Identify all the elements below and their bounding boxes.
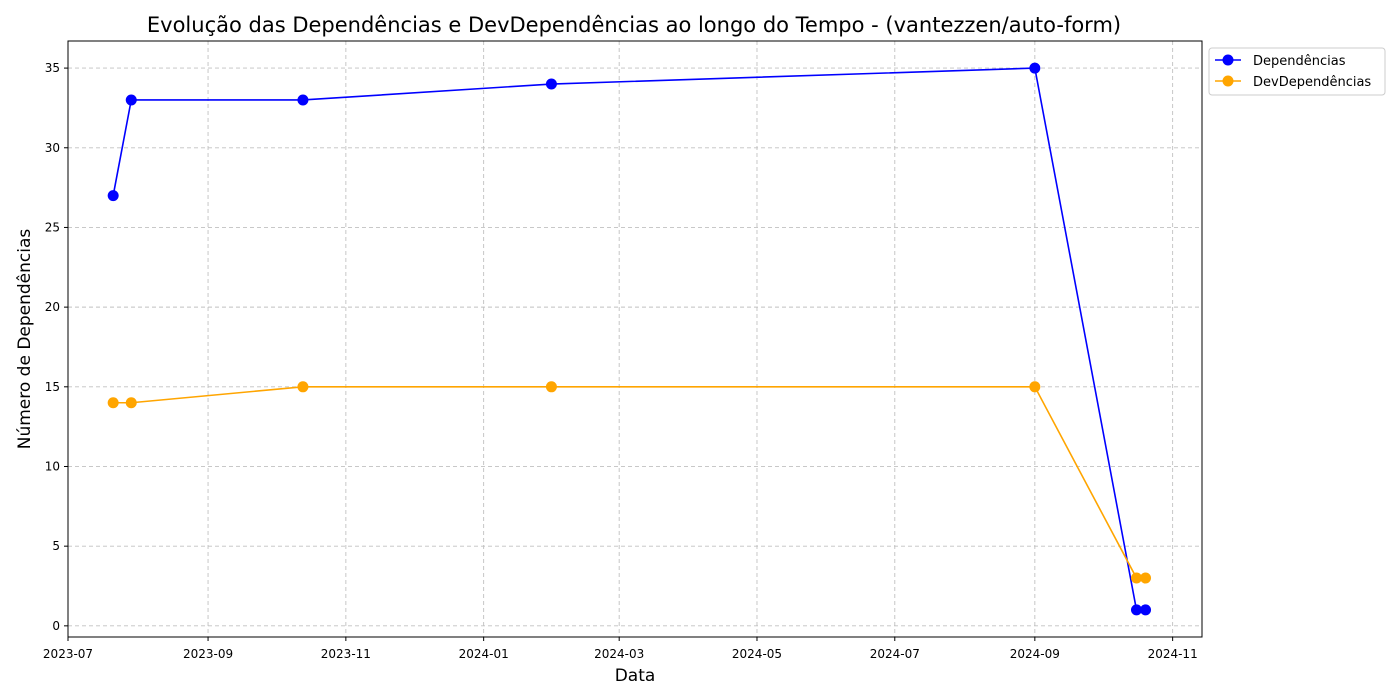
y-tick-label: 20 (45, 300, 60, 314)
y-tick-label: 0 (52, 619, 60, 633)
plot-frame (67, 40, 1203, 638)
data-point (125, 94, 137, 106)
data-point (125, 397, 137, 409)
y-axis-title: Número de Dependências (15, 229, 35, 450)
y-tick-label: 15 (45, 380, 60, 394)
y-tick-label: 5 (52, 539, 60, 553)
x-axis-ticks: 2023-07 2023-09 2023-11 2024-01 2024-03 2024-… (43, 637, 1198, 661)
x-tick-label: 2024-11 (1148, 647, 1198, 661)
y-tick-label: 30 (45, 141, 60, 155)
y-tick-label: 25 (45, 220, 60, 234)
y-tick-label: 35 (45, 61, 60, 75)
data-point (107, 190, 119, 202)
x-tick-label: 2024-09 (1010, 647, 1060, 661)
data-point (1029, 381, 1041, 393)
legend-marker (1222, 75, 1234, 87)
legend-label: DevDependências (1253, 75, 1371, 90)
series-points (107, 62, 1152, 616)
x-tick-label: 2024-03 (594, 647, 644, 661)
data-point (1130, 572, 1142, 584)
legend-box (1208, 47, 1386, 96)
data-point (1130, 604, 1142, 616)
y-tick-label: 10 (45, 459, 60, 473)
x-tick-label: 2023-11 (321, 647, 371, 661)
x-tick-label: 2024-05 (732, 647, 782, 661)
legend-label: Dependências (1253, 54, 1346, 69)
x-axis-title: Data (615, 666, 656, 686)
x-tick-label: 2023-07 (43, 647, 93, 661)
legend: Dependências DevDependências (1208, 47, 1386, 96)
data-point (1140, 572, 1152, 584)
data-point (1029, 62, 1041, 74)
data-point (107, 397, 119, 409)
data-point (1140, 604, 1152, 616)
chart-title: Evolução das Dependências e DevDependênc… (147, 13, 1121, 37)
y-axis-ticks: 0 5 10 15 20 25 30 35 (45, 61, 68, 633)
grid (67, 41, 1202, 637)
legend-marker (1222, 54, 1234, 66)
data-point (545, 78, 557, 90)
x-tick-label: 2024-07 (870, 647, 920, 661)
data-point (297, 94, 309, 106)
data-point (297, 381, 309, 393)
data-point (545, 381, 557, 393)
x-tick-label: 2024-01 (459, 647, 509, 661)
x-tick-label: 2023-09 (183, 647, 233, 661)
